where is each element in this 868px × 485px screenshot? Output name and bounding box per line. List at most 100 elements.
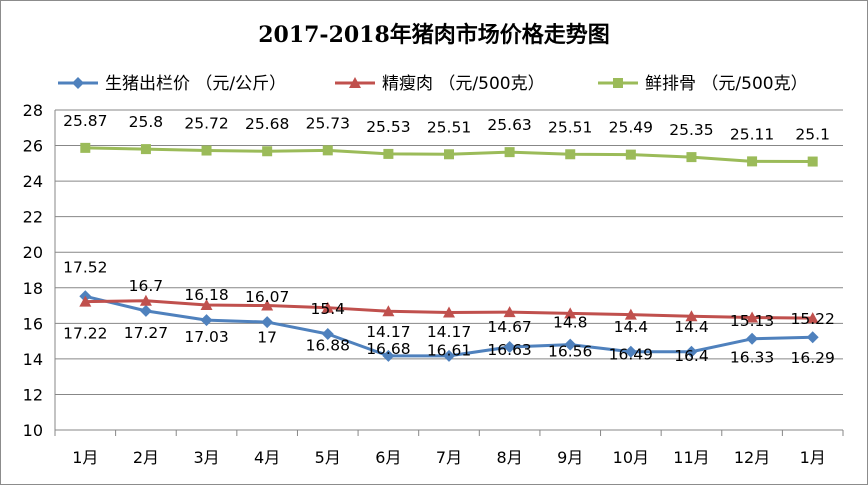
data-label: 17.03 xyxy=(184,328,228,346)
data-label: 15.22 xyxy=(791,310,835,328)
data-label: 25.51 xyxy=(427,118,471,136)
x-tick-label: 5月 xyxy=(315,448,341,467)
gridlines xyxy=(55,109,843,431)
x-tick-label: 10月 xyxy=(613,448,649,467)
data-label: 17.22 xyxy=(63,325,107,343)
data-point-diamond xyxy=(139,304,152,317)
x-tick-label: 9月 xyxy=(557,448,583,467)
data-label: 16.88 xyxy=(306,337,350,355)
data-point-diamond xyxy=(321,328,334,340)
y-tick-label: 26 xyxy=(23,137,43,156)
y-tick-label: 18 xyxy=(23,279,43,298)
data-point-square xyxy=(807,156,818,167)
data-point-diamond xyxy=(685,345,698,358)
data-point-diamond xyxy=(443,349,455,362)
y-tick-label: 20 xyxy=(23,243,43,262)
data-point-square xyxy=(613,78,623,88)
series-markers xyxy=(79,142,819,362)
data-point-diamond xyxy=(382,349,395,362)
data-label: 25.68 xyxy=(245,115,289,133)
x-tick-label: 1月 xyxy=(72,448,98,467)
data-point-triangle xyxy=(624,308,637,320)
x-tick-label: 11月 xyxy=(673,448,709,467)
data-point-diamond xyxy=(503,340,516,353)
data-label: 25.49 xyxy=(609,119,653,137)
data-label: 15.13 xyxy=(730,312,774,330)
data-label: 14.4 xyxy=(674,318,709,336)
data-label: 16.68 xyxy=(366,340,410,358)
x-axis-ticks: 1月 2月 3月 4月 5月 6月 7月 8月 9月 10月 11月 12月 1月 xyxy=(54,430,844,467)
data-point-triangle xyxy=(746,311,759,323)
data-point-triangle xyxy=(349,77,361,88)
data-point-square xyxy=(262,146,273,157)
data-point-square xyxy=(80,142,91,153)
data-label: 16.29 xyxy=(791,349,835,367)
y-tick-label: 12 xyxy=(23,385,43,404)
data-point-diamond xyxy=(746,332,759,345)
data-label: 25.8 xyxy=(129,113,164,131)
data-point-square xyxy=(201,145,212,156)
data-point-diamond xyxy=(564,338,577,351)
data-point-diamond xyxy=(624,345,637,358)
data-point-square xyxy=(140,144,151,155)
x-tick-label: 3月 xyxy=(193,448,219,467)
data-point-square xyxy=(686,152,697,163)
data-point-triangle xyxy=(79,295,92,307)
data-point-triangle xyxy=(685,310,698,322)
y-tick-label: 24 xyxy=(23,172,43,191)
data-label: 16.18 xyxy=(184,286,228,304)
data-point-triangle xyxy=(139,294,152,306)
data-point-diamond xyxy=(806,331,819,344)
data-label: 25.53 xyxy=(366,118,410,136)
data-point-square xyxy=(747,156,758,167)
data-label: 25.72 xyxy=(184,115,228,133)
y-axis-ticks: 10 12 14 16 18 20 22 24 26 28 xyxy=(23,101,43,440)
axes xyxy=(54,110,843,431)
data-point-diamond xyxy=(200,314,213,327)
data-point-square xyxy=(383,148,394,159)
data-label: 16.56 xyxy=(548,342,592,360)
x-tick-label: 8月 xyxy=(497,448,523,467)
legend-label: 鲜排骨 （元/500克） xyxy=(645,74,808,94)
x-tick-label: 4月 xyxy=(254,448,280,467)
data-point-square xyxy=(625,149,636,160)
data-point-square xyxy=(444,149,454,160)
y-tick-label: 28 xyxy=(23,101,43,120)
data-label: 17.27 xyxy=(124,324,168,342)
data-point-triangle xyxy=(443,306,455,318)
data-point-triangle xyxy=(382,305,395,317)
data-point-square xyxy=(322,145,333,156)
legend-label: 精瘦肉 （元/500克） xyxy=(382,74,545,94)
y-tick-label: 14 xyxy=(23,350,43,369)
data-point-diamond xyxy=(72,77,84,89)
x-tick-label: 1月 xyxy=(800,448,826,467)
data-label: 25.1 xyxy=(795,126,830,144)
data-label: 14.17 xyxy=(366,323,410,341)
data-point-square xyxy=(565,149,576,160)
data-label: 25.51 xyxy=(548,118,592,136)
x-tick-label: 7月 xyxy=(436,448,462,467)
data-label: 15.4 xyxy=(311,300,346,318)
data-label: 16.63 xyxy=(487,341,531,359)
chart-title: 2017-2018年猪肉市场价格走势图 xyxy=(258,22,610,48)
data-label: 25.35 xyxy=(669,121,713,139)
data-point-triangle xyxy=(321,301,334,313)
data-point-diamond xyxy=(261,316,274,329)
x-tick-label: 6月 xyxy=(375,448,401,467)
data-point-triangle xyxy=(806,312,819,324)
data-label: 14.4 xyxy=(614,318,649,336)
legend: 生猪出栏价 （元/公斤） 精瘦肉 （元/500克） 鲜排骨 （元/500克） xyxy=(58,74,808,94)
data-label: 14.8 xyxy=(553,314,588,332)
data-label: 25.73 xyxy=(306,114,350,132)
data-label: 16.4 xyxy=(674,347,709,365)
data-point-triangle xyxy=(503,306,516,318)
data-label: 14.17 xyxy=(427,323,471,341)
data-label: 16.33 xyxy=(730,348,774,366)
data-label: 16.61 xyxy=(427,341,471,359)
data-labels: 17.52 16.7 16.18 16.07 15.4 14.17 14.17 14.67 14… xyxy=(63,112,835,367)
legend-label: 生猪出栏价 （元/公斤） xyxy=(105,74,286,94)
data-label: 25.87 xyxy=(63,112,107,130)
data-label: 16.49 xyxy=(609,346,653,364)
data-label: 16.07 xyxy=(245,288,289,306)
